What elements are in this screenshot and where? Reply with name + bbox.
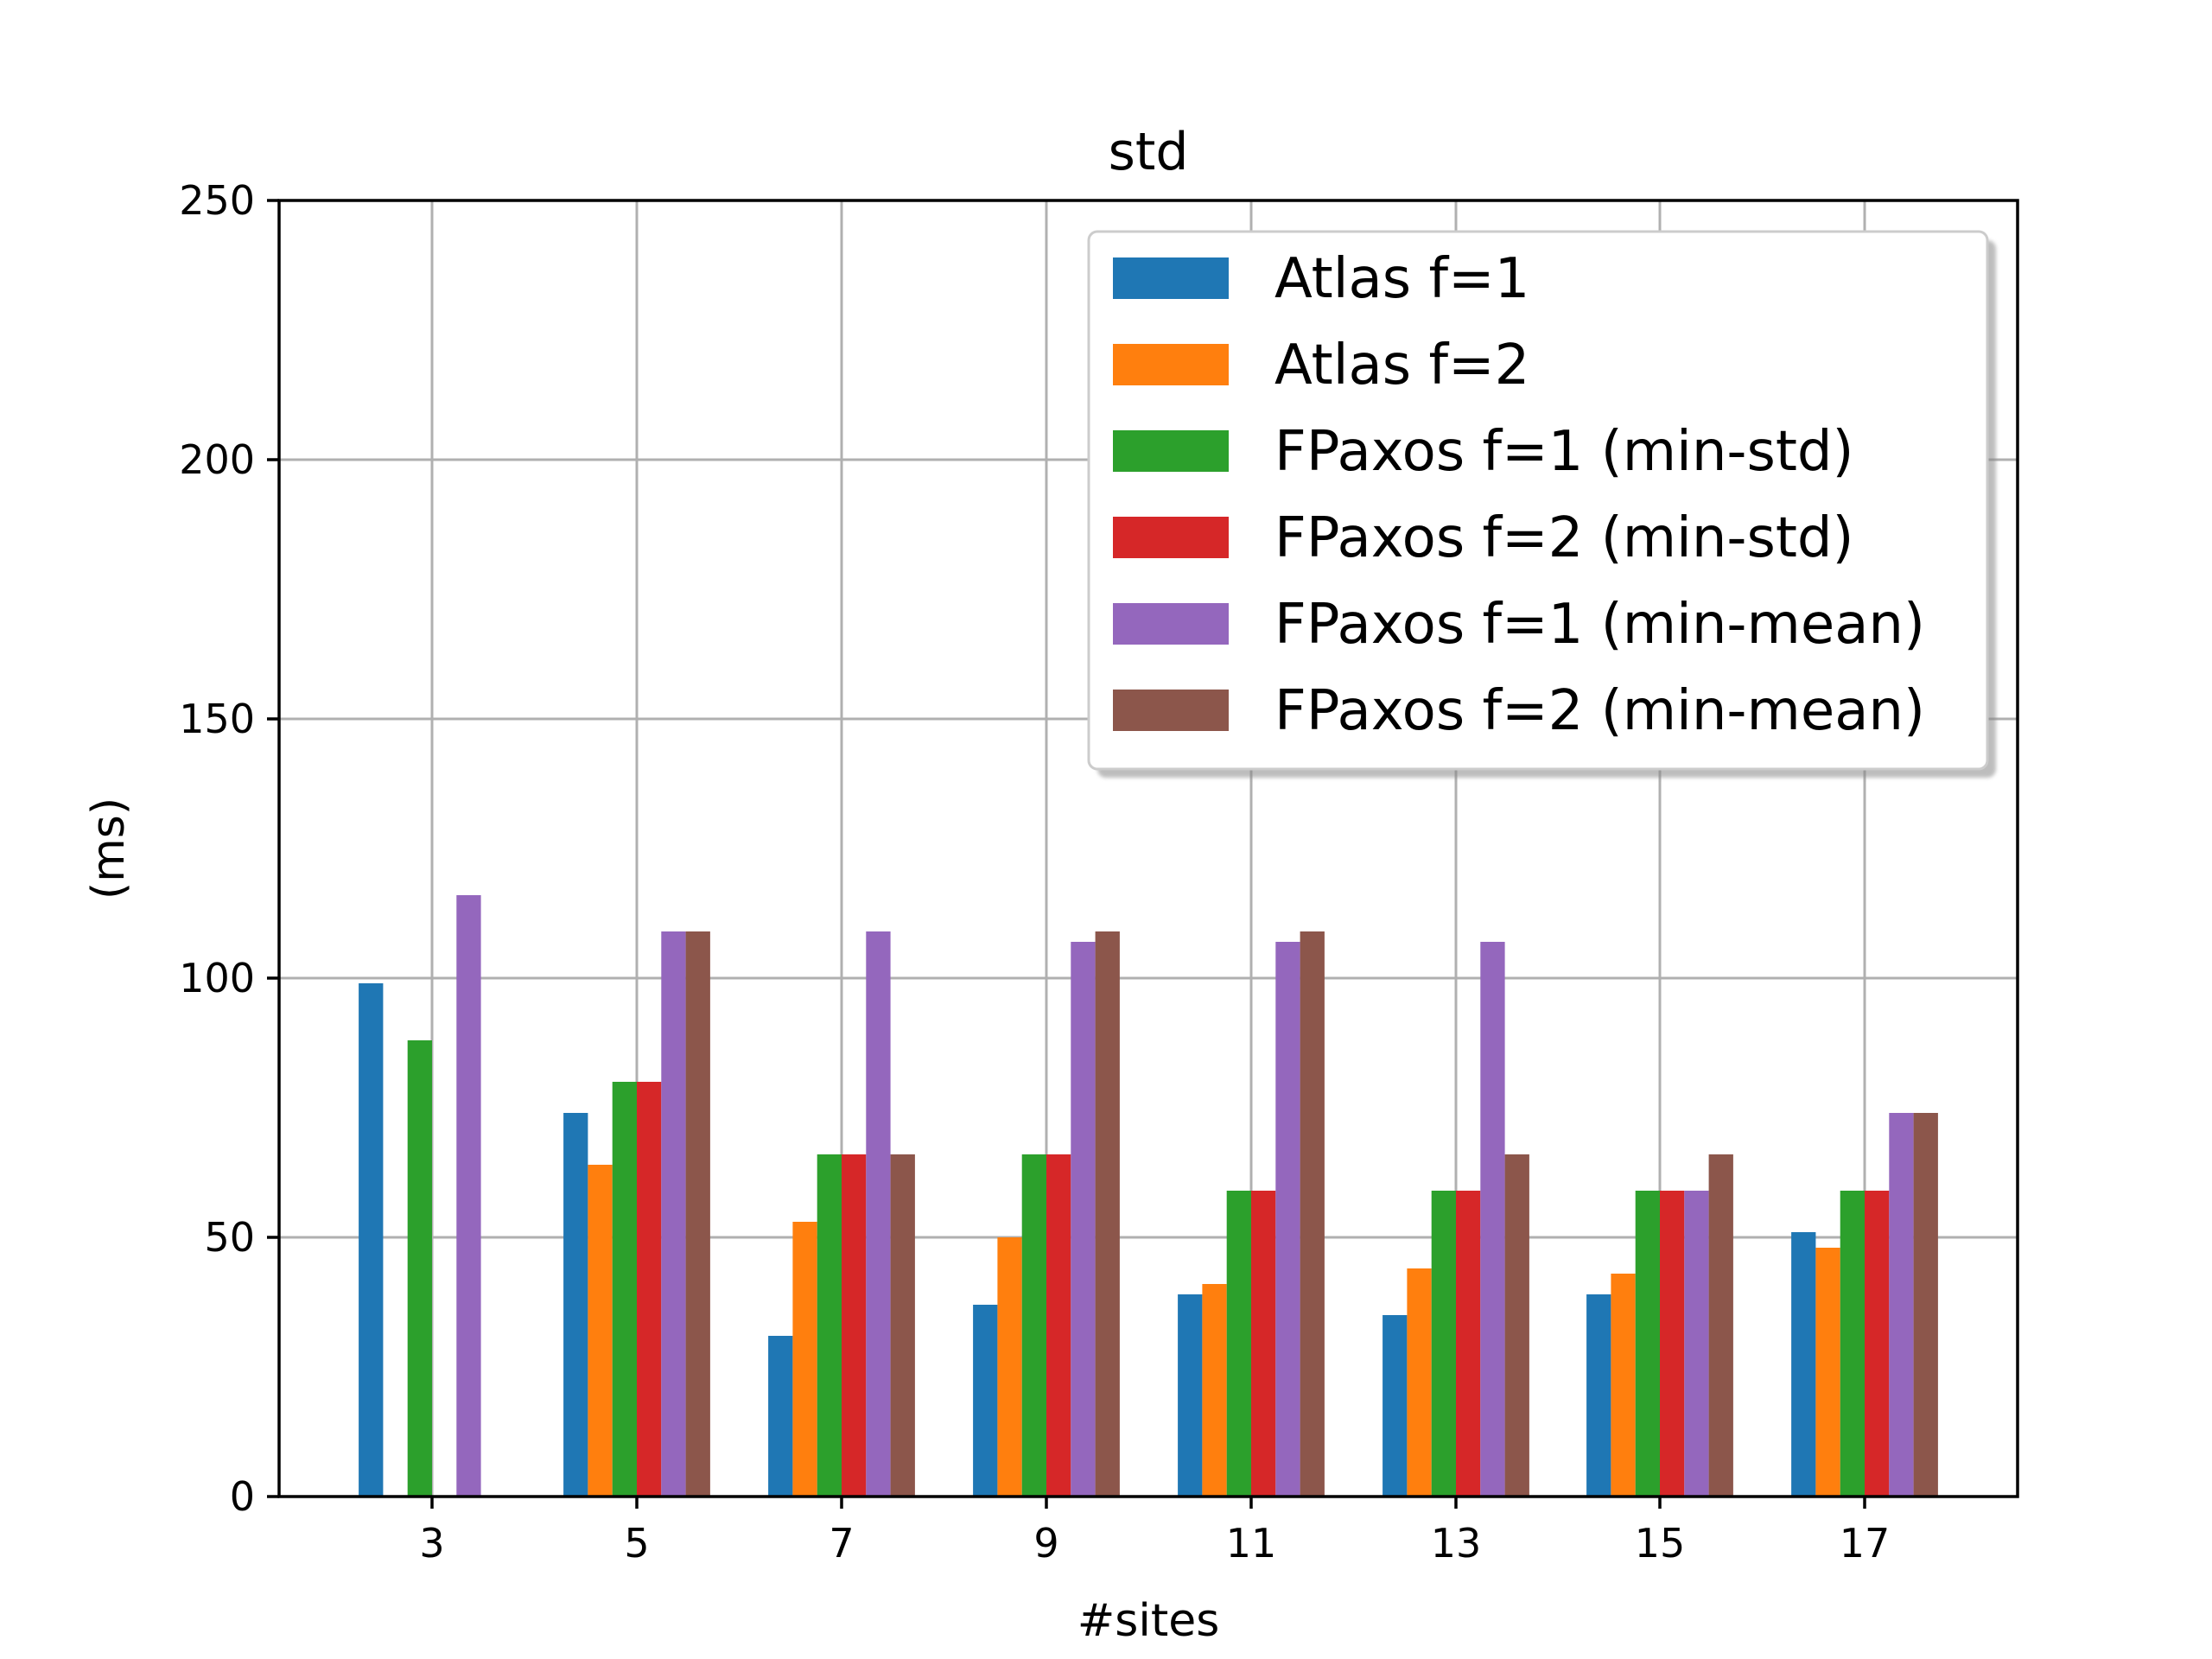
plot-frame bbox=[277, 199, 2019, 1498]
y-tick-label: 50 bbox=[204, 1214, 255, 1261]
x-tick-label: 13 bbox=[1431, 1520, 1482, 1567]
bar bbox=[1504, 1154, 1529, 1497]
legend-label: FPaxos f=1 (min-mean) bbox=[1274, 593, 1925, 657]
y-tick-label: 200 bbox=[179, 436, 255, 483]
bar bbox=[1407, 1268, 1432, 1497]
x-tick-label: 5 bbox=[624, 1520, 649, 1567]
x-tick-label: 7 bbox=[829, 1520, 854, 1567]
bar bbox=[1586, 1294, 1611, 1497]
bar bbox=[637, 1082, 662, 1497]
bar bbox=[1611, 1274, 1636, 1497]
bar bbox=[1456, 1191, 1481, 1497]
y-axis-label: (ms) bbox=[83, 798, 135, 899]
x-tick-label: 9 bbox=[1033, 1520, 1058, 1567]
bar bbox=[588, 1165, 613, 1497]
legend-label: Atlas f=2 bbox=[1274, 334, 1529, 397]
y-tick-label: 100 bbox=[179, 955, 255, 1001]
bar bbox=[1202, 1284, 1227, 1497]
legend-label: FPaxos f=2 (min-std) bbox=[1274, 506, 1854, 570]
bar bbox=[1635, 1191, 1660, 1497]
legend-swatch bbox=[1113, 690, 1229, 731]
bar bbox=[1071, 942, 1096, 1497]
y-tick-label: 0 bbox=[230, 1473, 255, 1520]
bar bbox=[842, 1154, 867, 1497]
bar bbox=[1226, 1191, 1251, 1497]
bars bbox=[359, 895, 1938, 1497]
legend-swatch bbox=[1113, 603, 1229, 645]
legend-swatch bbox=[1113, 344, 1229, 385]
bar bbox=[1840, 1191, 1865, 1497]
bar bbox=[563, 1113, 588, 1497]
bar bbox=[1791, 1232, 1816, 1497]
bar bbox=[1095, 931, 1120, 1497]
bar bbox=[866, 931, 891, 1497]
bar bbox=[1684, 1191, 1709, 1497]
bar bbox=[1889, 1113, 1914, 1497]
axis-ticks: 3 5 7 9 11 13 15 17 0 50 100 150 200 250 bbox=[179, 177, 1890, 1567]
bar bbox=[768, 1336, 793, 1497]
y-tick-label: 150 bbox=[179, 696, 255, 742]
bar bbox=[1046, 1154, 1071, 1497]
legend-swatch bbox=[1113, 517, 1229, 558]
bar bbox=[1865, 1191, 1890, 1497]
x-tick-label: 15 bbox=[1635, 1520, 1686, 1567]
bar bbox=[1275, 942, 1300, 1497]
y-tick-label: 250 bbox=[179, 177, 255, 224]
legend-swatch bbox=[1113, 257, 1229, 299]
bar bbox=[1708, 1154, 1733, 1497]
x-axis-label: #sites bbox=[1077, 1595, 1220, 1647]
x-tick-label: 17 bbox=[1840, 1520, 1891, 1567]
bar bbox=[817, 1154, 842, 1497]
bar bbox=[1021, 1154, 1046, 1497]
bar bbox=[1382, 1315, 1408, 1497]
legend: Atlas f=1 Atlas f=2 FPaxos f=1 (min-std) FP… bbox=[1087, 230, 1996, 778]
bar bbox=[456, 895, 481, 1497]
chart-title: std bbox=[1109, 122, 1189, 182]
bar bbox=[1431, 1191, 1456, 1497]
x-tick-label: 11 bbox=[1226, 1520, 1277, 1567]
legend-swatch bbox=[1113, 430, 1229, 472]
bar bbox=[1251, 1191, 1276, 1497]
bar bbox=[612, 1082, 637, 1497]
legend-label: FPaxos f=2 (min-mean) bbox=[1274, 679, 1925, 743]
bar bbox=[997, 1237, 1022, 1497]
bar bbox=[890, 1154, 915, 1497]
bar bbox=[1300, 931, 1325, 1497]
bar bbox=[1178, 1294, 1203, 1497]
legend-label: Atlas f=1 bbox=[1274, 247, 1529, 311]
legend-label: FPaxos f=1 (min-std) bbox=[1274, 420, 1854, 484]
bar bbox=[685, 931, 710, 1497]
bar bbox=[973, 1305, 998, 1497]
x-tick-label: 3 bbox=[419, 1520, 444, 1567]
bar bbox=[661, 931, 686, 1497]
bar bbox=[1660, 1191, 1685, 1497]
bar bbox=[359, 983, 384, 1497]
bar bbox=[1480, 942, 1505, 1497]
bar bbox=[407, 1040, 432, 1497]
bar bbox=[1815, 1248, 1840, 1497]
bar bbox=[792, 1222, 817, 1497]
bar bbox=[1913, 1113, 1938, 1497]
legend-box bbox=[1087, 230, 1989, 771]
